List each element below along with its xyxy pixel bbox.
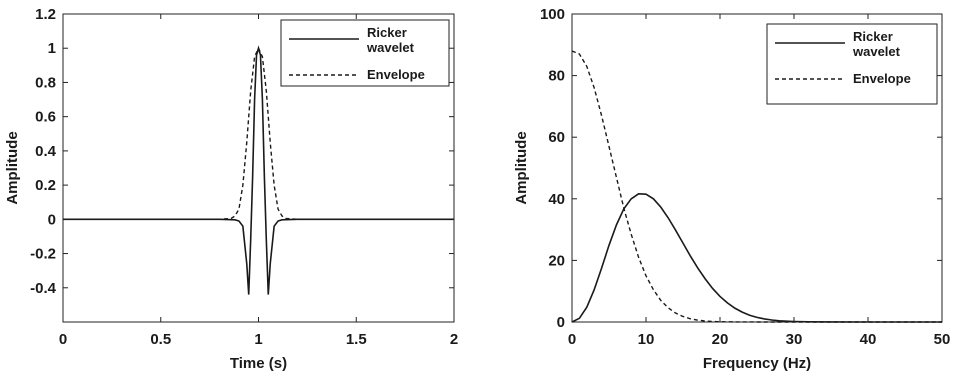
y-tick-label: -0.2 <box>30 246 56 263</box>
x-tick-label: 2 <box>450 331 458 348</box>
x-tick-label: 0 <box>568 331 576 348</box>
x-tick-label: 0 <box>59 331 67 348</box>
x-axis-title: Frequency (Hz) <box>703 355 811 372</box>
y-tick-label: 0 <box>48 211 56 228</box>
x-tick-label: 10 <box>638 331 655 348</box>
legend-label: wavelet <box>366 40 415 55</box>
y-tick-label: 0.2 <box>35 177 56 194</box>
chart-2: 0 10 20 30 40 50 0 20 40 60 80 100 Frequency (Hz) Amp… <box>513 6 950 372</box>
y-tick-label: 0 <box>557 314 565 331</box>
y-tick-label: 100 <box>540 6 565 23</box>
x-axis-title: Time (s) <box>230 355 287 372</box>
legend-label: wavelet <box>852 44 901 59</box>
legend-label: Ricker <box>853 29 893 44</box>
y-axis-title: Amplitude <box>4 131 21 204</box>
y-axis-title: Amplitude <box>513 131 530 204</box>
x-tick-label: 40 <box>860 331 877 348</box>
y-tick-label: 80 <box>548 68 565 85</box>
legend-box <box>280 19 450 87</box>
series-line-2 <box>63 46 454 221</box>
y-tick-label: -0.4 <box>30 280 57 297</box>
legend-box <box>766 23 938 105</box>
y-tick-label: 60 <box>548 129 565 146</box>
series-line-1 <box>571 193 942 323</box>
x-tick-label: 50 <box>934 331 951 348</box>
series-line-2 <box>571 50 942 323</box>
x-tick-label: 30 <box>786 331 803 348</box>
x-tick-label: 0.5 <box>150 331 171 348</box>
x-tick-label: 20 <box>712 331 729 348</box>
y-tick-label: 0.8 <box>35 74 56 91</box>
y-tick-label: 20 <box>548 252 565 269</box>
legend-label: Envelope <box>853 71 911 86</box>
y-tick-label: 40 <box>548 191 565 208</box>
chart-1: 0 0.5 1 1.5 2 -0.4 -0.2 0 0.2 0.4 0.6 0.8 1 1.2 Time (… <box>4 6 458 372</box>
x-tick-label: 1 <box>254 331 262 348</box>
y-tick-label: 0.6 <box>35 109 56 126</box>
y-tick-label: 1 <box>48 40 56 57</box>
y-tick-label: 0.4 <box>35 143 57 160</box>
legend-label: Ricker <box>367 25 407 40</box>
x-tick-label: 1.5 <box>346 331 367 348</box>
legend-label: Envelope <box>367 67 425 82</box>
y-tick-label: 1.2 <box>35 6 56 23</box>
